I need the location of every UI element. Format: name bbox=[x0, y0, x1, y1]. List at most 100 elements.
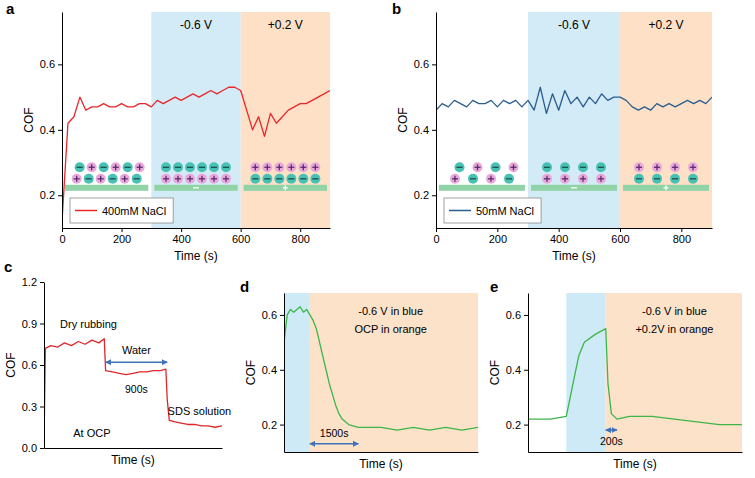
anion bbox=[634, 174, 644, 184]
x-axis-title: Time (s) bbox=[359, 457, 403, 471]
y-tick: 0.3 bbox=[22, 401, 44, 413]
ion-sign bbox=[285, 185, 286, 190]
ion-sign bbox=[125, 167, 131, 168]
panel: 0.20.40.6Time (s)COFd-0.6 V in blueOCP i… bbox=[240, 278, 479, 471]
y-tick: 0.6 bbox=[414, 58, 436, 70]
ion-sign bbox=[163, 167, 169, 168]
region bbox=[284, 293, 310, 452]
anion bbox=[298, 174, 308, 184]
ion-sign bbox=[636, 178, 642, 179]
y-tick-mark bbox=[280, 425, 284, 426]
cation bbox=[473, 162, 483, 172]
ion-sign bbox=[201, 176, 202, 182]
cation bbox=[509, 162, 519, 172]
y-tick: 1.2 bbox=[22, 276, 44, 288]
annotation: OCP in orange bbox=[354, 323, 427, 335]
ion-sign bbox=[490, 176, 491, 182]
x-tick-mark bbox=[681, 228, 682, 232]
electrode bbox=[623, 185, 709, 191]
cation bbox=[634, 162, 644, 172]
cation bbox=[310, 162, 320, 172]
y-axis: 0.20.40.6 bbox=[506, 294, 529, 453]
ion-sign bbox=[477, 164, 478, 170]
cation bbox=[560, 174, 570, 184]
ion-sign bbox=[291, 164, 292, 170]
ion-sign bbox=[77, 167, 83, 168]
electrode bbox=[154, 185, 237, 191]
y-axis: 0.20.40.6 bbox=[262, 294, 285, 453]
y-axis-line bbox=[436, 13, 437, 229]
ion-sign bbox=[139, 164, 140, 170]
plot-area bbox=[436, 12, 712, 228]
ion-sign bbox=[544, 167, 550, 168]
ion-sign bbox=[654, 178, 660, 179]
x-tick-label: 400 bbox=[172, 233, 190, 245]
ion-sign bbox=[672, 178, 678, 179]
anion bbox=[99, 162, 109, 172]
ion-sign bbox=[264, 178, 270, 179]
y-tick-mark bbox=[40, 282, 44, 283]
plot-area bbox=[44, 339, 222, 446]
y-tick-mark bbox=[432, 195, 436, 196]
ion-sign bbox=[255, 164, 256, 170]
cation bbox=[652, 162, 662, 172]
y-tick-mark bbox=[524, 315, 528, 316]
electrode bbox=[65, 185, 148, 191]
x-tick: 0 bbox=[59, 228, 65, 245]
x-tick-label: 600 bbox=[232, 233, 250, 245]
ion-sign bbox=[175, 167, 181, 168]
x-tick-label: 200 bbox=[489, 233, 507, 245]
y-tick-label: 0.6 bbox=[506, 309, 521, 321]
y-tick: 0.4 bbox=[262, 364, 284, 376]
y-tick-mark bbox=[58, 195, 62, 196]
anion bbox=[560, 162, 570, 172]
cation bbox=[161, 174, 171, 184]
panel-label: d bbox=[240, 278, 249, 295]
y-axis-line bbox=[44, 283, 45, 449]
ion-sign bbox=[199, 167, 205, 168]
x-tick-label: 0 bbox=[59, 233, 65, 245]
cation bbox=[688, 162, 698, 172]
annotation: Dry rubbing bbox=[60, 318, 117, 330]
y-axis: 0.20.40.6 bbox=[414, 13, 437, 229]
anion bbox=[310, 174, 320, 184]
y-tick-label: 0.2 bbox=[40, 189, 55, 201]
x-tick-mark bbox=[497, 228, 498, 232]
y-tick-label: 0.2 bbox=[262, 419, 277, 431]
cation bbox=[542, 174, 552, 184]
cation bbox=[274, 162, 284, 172]
y-tick-label: 0.6 bbox=[22, 359, 37, 371]
y-tick-label: 0.2 bbox=[414, 189, 429, 201]
x-tick-mark bbox=[620, 228, 621, 232]
panel-label: e bbox=[490, 278, 498, 295]
legend-swatch bbox=[449, 210, 471, 212]
ion-schematic bbox=[531, 162, 617, 191]
ion-sign bbox=[115, 164, 116, 170]
cation bbox=[450, 174, 460, 184]
ion-sign bbox=[493, 167, 499, 168]
y-tick: 0.6 bbox=[40, 58, 62, 70]
ion-sign bbox=[457, 167, 463, 168]
ion-sign bbox=[211, 167, 217, 168]
y-axis: 0.00.30.60.91.2 bbox=[22, 276, 45, 454]
anion bbox=[221, 162, 231, 172]
data-line bbox=[284, 307, 478, 430]
x-tick: 400 bbox=[172, 228, 190, 245]
anion bbox=[84, 174, 94, 184]
ion-sign bbox=[124, 176, 125, 182]
y-tick: 0.6 bbox=[22, 359, 44, 371]
ion-schematic bbox=[623, 162, 709, 191]
electrode bbox=[439, 185, 525, 191]
cation bbox=[286, 162, 296, 172]
cation bbox=[298, 162, 308, 172]
cation bbox=[197, 174, 207, 184]
ion-sign bbox=[564, 176, 565, 182]
legend-box bbox=[444, 198, 541, 223]
anion bbox=[250, 174, 260, 184]
y-tick: 0.2 bbox=[262, 419, 284, 431]
ion-sign bbox=[674, 164, 675, 170]
y-tick: 0.2 bbox=[414, 189, 436, 201]
y-tick: 0.6 bbox=[506, 309, 528, 321]
y-tick-label: 0.2 bbox=[506, 419, 521, 431]
anion bbox=[578, 162, 588, 172]
